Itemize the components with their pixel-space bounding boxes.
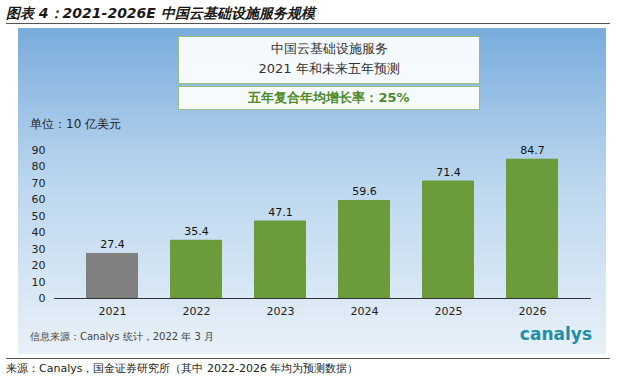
svg-text:80: 80 <box>32 160 46 173</box>
svg-text:40: 40 <box>32 226 46 239</box>
html-text:2021 年和未来五年预测: 2021 年和未来五年预测 <box>258 61 400 76</box>
html-text:中国云基础设施服务: 中国云基础设施服务 <box>270 41 388 56</box>
html-text:信息来源：Canalys 统计，2022 年 3 月: 信息来源：Canalys 统计，2022 年 3 月 <box>30 331 214 342</box>
svg-text:20: 20 <box>32 259 46 272</box>
svg-text:47.1: 47.1 <box>268 206 293 219</box>
svg-text:2024: 2024 <box>351 305 379 318</box>
svg-text:0: 0 <box>39 292 46 305</box>
svg-text:71.4: 71.4 <box>436 166 461 179</box>
svg-text:30: 30 <box>32 243 46 256</box>
html-text:五年复合年均增长率：25%: 五年复合年均增长率：25% <box>248 90 410 105</box>
html-text:图表 4：2021-2026E 中国云基础设施服务规模: 图表 4：2021-2026E 中国云基础设施服务规模 <box>6 5 315 21</box>
svg-text:2021: 2021 <box>99 305 127 318</box>
html-text:canalys: canalys <box>519 324 592 344</box>
html-text:来源：Canalys，国金证券研究所（其中 2022-202: 来源：Canalys，国金证券研究所（其中 2022-2026 年均为预测数据） <box>6 362 359 375</box>
svg-text:90: 90 <box>32 144 46 157</box>
html-text:单位：10 亿美元: 单位：10 亿美元 <box>30 117 122 131</box>
svg-text:27.4: 27.4 <box>100 238 125 251</box>
svg-text:2023: 2023 <box>267 305 295 318</box>
svg-text:10: 10 <box>32 276 46 289</box>
svg-text:50: 50 <box>32 210 46 223</box>
svg-text:59.6: 59.6 <box>352 185 377 198</box>
svg-text:2026: 2026 <box>519 305 547 318</box>
svg-text:70: 70 <box>32 177 46 190</box>
svg-text:84.7: 84.7 <box>520 144 545 157</box>
svg-text:2025: 2025 <box>435 305 463 318</box>
svg-text:2022: 2022 <box>183 305 211 318</box>
svg-text:35.4: 35.4 <box>184 225 209 238</box>
svg-text:60: 60 <box>32 193 46 206</box>
